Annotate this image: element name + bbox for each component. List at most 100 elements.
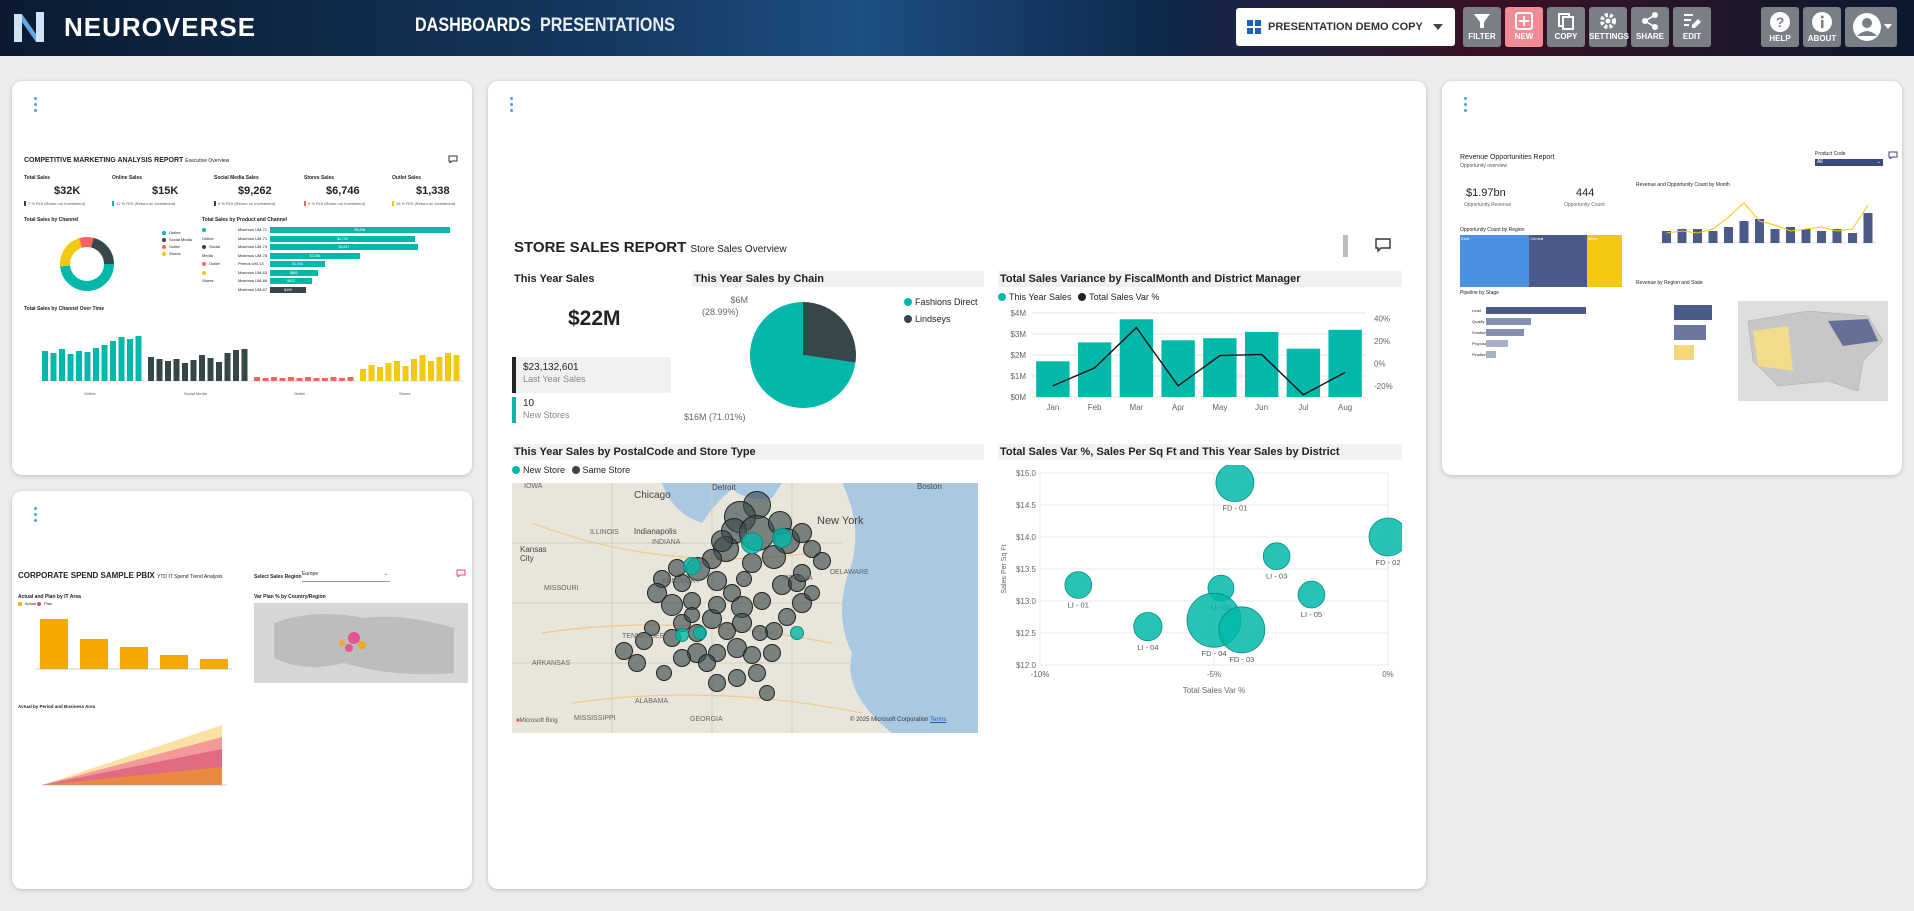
comment-icon[interactable] xyxy=(1888,151,1898,159)
product-code-select[interactable]: All ⌄ xyxy=(1815,159,1883,166)
chevron-down-icon xyxy=(1433,24,1443,30)
variance-legend: This Year Sales Total Sales Var % xyxy=(998,292,1159,302)
comment-icon[interactable] xyxy=(1374,237,1392,253)
map-place-label: VIRGINIA xyxy=(782,575,813,582)
map-bubble xyxy=(728,669,746,687)
channel-over-time-chart xyxy=(38,336,464,382)
presentation-select[interactable]: PRESENTATION DEMO COPY xyxy=(1236,8,1455,46)
comment-icon[interactable] xyxy=(448,155,458,163)
map-bubble xyxy=(661,594,683,616)
time-group-label: Social Media xyxy=(184,391,207,396)
variance-bar xyxy=(1036,361,1070,397)
product-code-label: Product Code xyxy=(1815,151,1846,157)
account-menu-button[interactable] xyxy=(1845,7,1897,47)
map-bubble-new-store xyxy=(693,626,707,640)
product-row: Maximus UM-67 $490 xyxy=(238,286,463,295)
tab-presentations[interactable]: PRESENTATIONS xyxy=(540,15,675,36)
y2-tick-label: -20% xyxy=(1374,382,1393,391)
map-bubble xyxy=(759,685,775,701)
map-bubble xyxy=(742,553,762,573)
scroll-handle[interactable] xyxy=(1343,235,1348,257)
us-map[interactable] xyxy=(1738,301,1888,401)
product-row: Maximus UM-66 $613 xyxy=(238,277,463,286)
revenue-bar xyxy=(1832,229,1842,243)
x-tick-label: Jul xyxy=(1298,403,1308,412)
time-bar xyxy=(445,353,451,381)
scatter-point xyxy=(1297,580,1326,609)
variance-bar xyxy=(1203,338,1237,397)
scatter-point-label: FD - 01 xyxy=(1222,504,1247,513)
last-year-sales-value: $23,132,601 xyxy=(523,362,579,373)
map-place-label: TENNESSEE xyxy=(622,633,665,640)
opportunity-count-value: 444 xyxy=(1576,187,1595,199)
time-bar xyxy=(93,348,99,381)
map-terms-link[interactable]: Terms xyxy=(930,717,947,723)
competitive-marketing-card[interactable]: COMPETITIVE MARKETING ANALYSIS REPORT Ex… xyxy=(12,81,472,475)
share-label: SHARE xyxy=(1635,32,1664,41)
card-menu-icon[interactable] xyxy=(34,507,38,525)
time-bar xyxy=(67,354,74,381)
revenue-bar xyxy=(1848,233,1857,243)
this-year-sales-header: This Year Sales xyxy=(512,271,674,287)
copy-button[interactable]: COPY xyxy=(1547,7,1585,47)
filter-button[interactable]: FILTER xyxy=(1463,7,1501,47)
card-menu-icon[interactable] xyxy=(34,97,38,115)
sales-map-header: This Year Sales by PostalCode and Store … xyxy=(512,444,984,460)
x-tick-label: -10% xyxy=(1031,670,1050,679)
card-menu-icon[interactable] xyxy=(510,97,514,115)
store-sales-card[interactable]: STORE SALES REPORT Store Sales Overview … xyxy=(488,81,1426,889)
edit-icon xyxy=(1684,14,1701,28)
roi-note: 7 % ROI (Return on Investment) xyxy=(24,201,85,206)
this-year-sales-value: $22M xyxy=(568,307,621,330)
variance-line xyxy=(1052,326,1346,396)
y-tick-label: $0M xyxy=(1010,393,1026,402)
pie-label-lindseys: $6M xyxy=(730,295,748,305)
share-button[interactable]: SHARE xyxy=(1631,7,1669,47)
time-bar xyxy=(368,365,375,381)
region-filter-select[interactable]: Europe ⌄ xyxy=(302,571,390,582)
sales-map[interactable]: IOWA Chicago Detroit Boston ILLINOIS IND… xyxy=(512,483,978,733)
map-credit: © 2025 Microsoft Corporation Terms xyxy=(850,717,947,723)
about-button[interactable]: ABOUT xyxy=(1803,7,1841,47)
new-button[interactable]: NEW xyxy=(1505,7,1543,47)
sales-variance-combo-chart: $4M $3M $2M $1M $0M 40% 20% 0% -20% Jan Feb Mar Apr M… xyxy=(1010,309,1393,412)
actual-plan-legend: Actual Plan xyxy=(18,601,52,606)
revenue-opportunities-card[interactable]: Revenue Opportunities Report Opportunity… xyxy=(1442,81,1902,475)
state-bar xyxy=(1674,345,1694,360)
region-treemap: East Central West xyxy=(1460,235,1622,287)
kpi-value: $6,746 xyxy=(326,185,360,197)
time-bar xyxy=(377,367,383,381)
map-bubble xyxy=(708,674,726,692)
map-bubbles xyxy=(512,483,978,733)
about-label: ABOUT xyxy=(1807,34,1837,43)
presentation-select-value: PRESENTATION DEMO COPY xyxy=(1268,21,1423,33)
edit-button[interactable]: EDIT xyxy=(1673,7,1711,47)
time-bar xyxy=(59,349,65,381)
scatter-point xyxy=(1215,465,1255,502)
comment-icon[interactable] xyxy=(456,569,466,577)
map-place-label: Kansas City xyxy=(520,545,547,563)
legend-item: Lindseys xyxy=(904,311,978,328)
channel-donut-chart xyxy=(60,237,114,291)
time-bar xyxy=(453,355,460,381)
help-button[interactable]: ? HELP xyxy=(1761,7,1799,47)
sales-by-chain-header: This Year Sales by Chain xyxy=(692,271,984,287)
map-place-label: Boston xyxy=(917,483,942,491)
map-bubble-new-store xyxy=(790,626,804,640)
y-tick-label: $13.0 xyxy=(1016,597,1037,606)
product-chart-title: Total Sales by Product and Channel xyxy=(202,217,287,223)
corporate-spend-card[interactable]: CORPORATE SPEND SAMPLE PBIX YTD IT Spend… xyxy=(12,491,472,889)
scatter-point-label: LI - 04 xyxy=(1137,643,1158,652)
map-bubble-new-store xyxy=(675,628,689,642)
time-bar xyxy=(207,358,214,381)
grid-icon xyxy=(1247,20,1261,34)
map-place-label: MISSOURI xyxy=(544,585,579,592)
scatter-point-label: FD - 02 xyxy=(1375,558,1400,567)
x-tick-label: May xyxy=(1212,403,1227,412)
settings-button[interactable]: SETTINGS xyxy=(1589,7,1629,47)
revenue-bar xyxy=(1755,219,1764,243)
variance-bar xyxy=(1077,342,1112,397)
map-bubble xyxy=(698,654,716,672)
card-menu-icon[interactable] xyxy=(1464,97,1468,115)
tab-dashboards[interactable]: DASHBOARDS xyxy=(415,15,531,36)
